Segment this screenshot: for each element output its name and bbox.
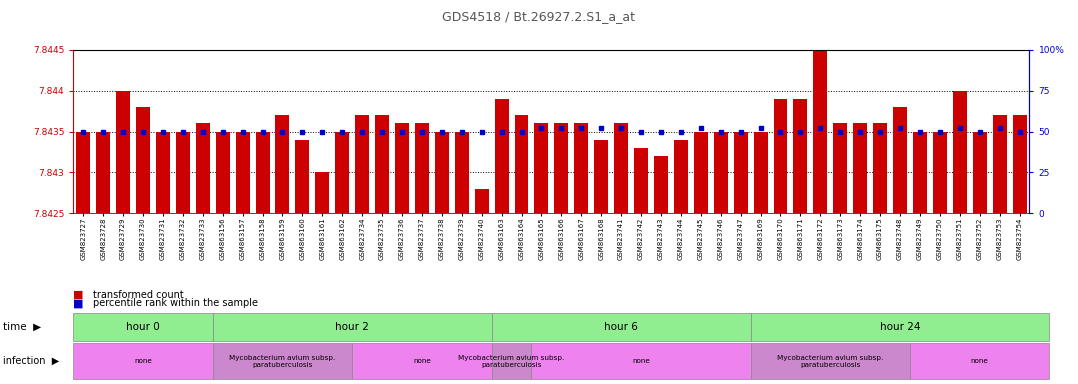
Text: time  ▶: time ▶ [3, 322, 41, 332]
Bar [913, 132, 927, 213]
Bar [495, 99, 509, 213]
Bar [96, 132, 110, 213]
Bar [614, 123, 628, 213]
Bar [535, 123, 549, 213]
Bar [594, 140, 608, 213]
Text: infection  ▶: infection ▶ [3, 356, 59, 366]
Bar [554, 123, 568, 213]
Bar [714, 132, 728, 213]
Bar [575, 123, 589, 213]
Bar [77, 132, 91, 213]
Bar [814, 50, 827, 213]
Bar [176, 132, 190, 213]
Bar [156, 132, 170, 213]
Text: none: none [134, 358, 152, 364]
Bar [434, 132, 448, 213]
Text: hour 24: hour 24 [880, 322, 921, 332]
Bar [873, 123, 887, 213]
Bar [654, 156, 668, 213]
Text: none: none [632, 358, 650, 364]
Bar [136, 107, 150, 213]
Bar [375, 115, 389, 213]
Bar [415, 123, 429, 213]
Text: ■: ■ [73, 290, 84, 300]
Bar [514, 115, 528, 213]
Bar [116, 91, 130, 213]
Bar [774, 99, 787, 213]
Text: Mycobacterium avium subsp.
paratuberculosis: Mycobacterium avium subsp. paratuberculo… [230, 355, 335, 367]
Bar [196, 123, 210, 213]
Bar [953, 91, 967, 213]
Bar [455, 132, 469, 213]
Bar [993, 115, 1007, 213]
Text: hour 6: hour 6 [604, 322, 638, 332]
Bar [1012, 115, 1026, 213]
Bar [694, 132, 708, 213]
Bar [276, 115, 289, 213]
Text: ■: ■ [73, 298, 84, 308]
Text: none: none [971, 358, 989, 364]
Text: Mycobacterium avium subsp.
paratuberculosis: Mycobacterium avium subsp. paratuberculo… [458, 355, 565, 367]
Text: GDS4518 / Bt.26927.2.S1_a_at: GDS4518 / Bt.26927.2.S1_a_at [442, 10, 636, 23]
Bar [893, 107, 907, 213]
Text: hour 0: hour 0 [126, 322, 160, 332]
Text: transformed count: transformed count [93, 290, 183, 300]
Bar [316, 172, 329, 213]
Bar [236, 132, 250, 213]
Bar [674, 140, 688, 213]
Bar [793, 99, 807, 213]
Bar [634, 148, 648, 213]
Bar [853, 123, 867, 213]
Text: hour 2: hour 2 [335, 322, 369, 332]
Text: percentile rank within the sample: percentile rank within the sample [93, 298, 258, 308]
Bar [395, 123, 409, 213]
Text: Mycobacterium avium subsp.
paratuberculosis: Mycobacterium avium subsp. paratuberculo… [777, 355, 883, 367]
Bar [972, 132, 986, 213]
Bar [295, 140, 309, 213]
Bar [734, 132, 748, 213]
Bar [216, 132, 230, 213]
Bar [255, 132, 270, 213]
Bar [833, 123, 847, 213]
Bar [355, 115, 369, 213]
Text: none: none [413, 358, 431, 364]
Bar [474, 189, 488, 213]
Bar [754, 132, 768, 213]
Bar [932, 132, 946, 213]
Bar [335, 132, 349, 213]
